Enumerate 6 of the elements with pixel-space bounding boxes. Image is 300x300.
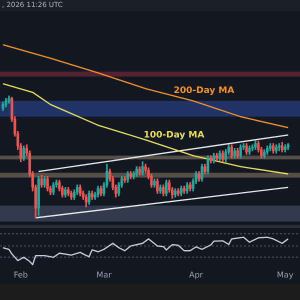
annotation: 100-Day MA — [144, 130, 204, 141]
x-tick-label: Feb — [14, 270, 28, 280]
x-tick-label: May — [276, 270, 294, 280]
x-tick-label: Apr — [189, 270, 204, 280]
annotation: 200-Day MA — [174, 86, 234, 96]
x-tick-label: Mar — [96, 270, 112, 280]
